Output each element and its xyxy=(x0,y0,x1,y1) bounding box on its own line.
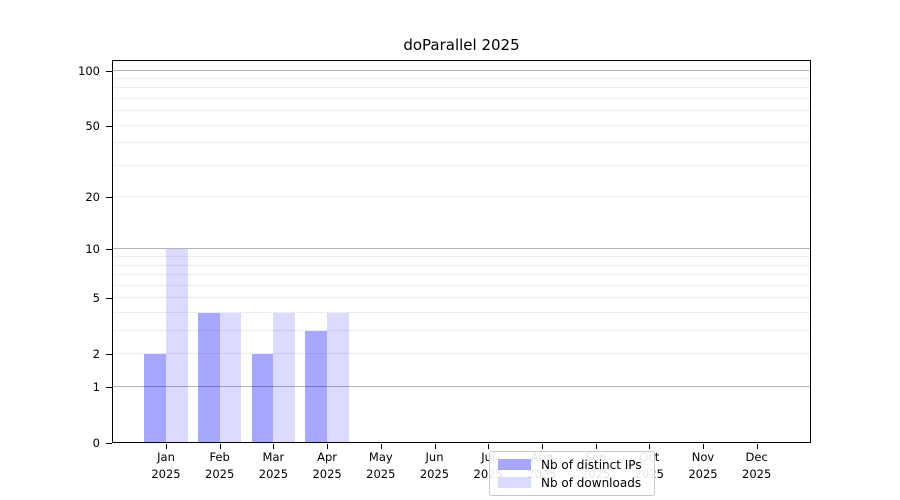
y-tick xyxy=(106,125,112,127)
y-tick-label: 2 xyxy=(92,347,100,362)
bar-jan-downloads xyxy=(166,249,188,443)
x-tick-label: Feb 2025 xyxy=(205,450,235,481)
gridline-minor xyxy=(112,312,811,314)
gridline-minor xyxy=(112,97,811,99)
x-tick xyxy=(541,444,543,449)
x-tick-label: May 2025 xyxy=(366,450,396,481)
y-tick-label: 10 xyxy=(85,242,100,257)
x-tick xyxy=(488,444,490,449)
y-tick xyxy=(106,298,112,300)
legend: Nb of distinct IPs Nb of downloads xyxy=(489,451,655,496)
x-tick-label: Jan 2025 xyxy=(151,450,181,481)
x-tick-label: Nov 2025 xyxy=(688,450,718,481)
gridline-minor xyxy=(112,196,811,198)
gridline-minor xyxy=(112,87,811,89)
y-tick-label: 50 xyxy=(85,118,100,133)
chart-title: doParallel 2025 xyxy=(403,36,520,54)
gridline-minor xyxy=(112,274,811,276)
bar-feb-downloads xyxy=(219,313,242,443)
plot-area: Nb of distinct IPs Nb of downloads xyxy=(112,60,811,496)
x-tick-label: Mar 2025 xyxy=(258,450,289,481)
bar-apr-distinct-ips xyxy=(305,331,328,443)
x-tick-label: Dec 2025 xyxy=(742,450,772,481)
x-tick xyxy=(219,444,221,449)
y-tick-label: 0 xyxy=(92,436,100,450)
legend-entry-distinct-ips: Nb of distinct IPs xyxy=(498,458,654,472)
y-tick-label: 1 xyxy=(92,380,100,395)
gridline-minor xyxy=(112,77,811,79)
y-tick xyxy=(106,354,112,356)
gridline-minor xyxy=(112,164,811,166)
y-tick xyxy=(106,249,112,251)
legend-label-downloads: Nb of downloads xyxy=(541,475,642,490)
x-tick xyxy=(434,444,436,449)
y-tick xyxy=(106,443,112,444)
legend-entry-downloads: Nb of downloads xyxy=(498,476,654,490)
gridline-minor xyxy=(112,124,811,126)
x-tick xyxy=(595,444,597,449)
gridline-major xyxy=(112,386,811,388)
gridline-minor xyxy=(112,264,811,266)
x-tick xyxy=(649,444,651,449)
x-tick-label: Jun 2025 xyxy=(419,450,450,481)
legend-swatch-distinct-ips xyxy=(498,459,531,470)
gridline-minor xyxy=(112,110,811,112)
bar-feb-distinct-ips xyxy=(197,313,220,443)
bar-mar-distinct-ips xyxy=(251,354,274,443)
bar-jan-distinct-ips xyxy=(144,354,166,443)
y-tick xyxy=(106,387,112,389)
x-tick xyxy=(756,444,758,449)
x-tick xyxy=(380,444,382,449)
y-tick-label: 20 xyxy=(85,190,100,205)
gridline-minor xyxy=(112,284,811,286)
gridline-minor xyxy=(112,297,811,299)
x-tick xyxy=(273,444,275,449)
bar-apr-downloads xyxy=(327,313,349,443)
x-tick xyxy=(703,444,704,449)
gridline-major xyxy=(112,69,811,71)
x-tick xyxy=(327,444,329,449)
y-tick xyxy=(106,197,112,199)
x-tick xyxy=(166,444,167,449)
y-tick-label: 5 xyxy=(92,291,100,306)
gridline-minor xyxy=(112,256,811,258)
gridline-minor xyxy=(112,142,811,144)
bar-mar-downloads xyxy=(273,313,296,443)
legend-label-distinct-ips: Nb of distinct IPs xyxy=(541,457,642,472)
y-tick xyxy=(106,70,112,72)
y-tick-label: 100 xyxy=(78,63,100,78)
legend-swatch-downloads xyxy=(498,477,531,488)
gridline-major xyxy=(112,248,811,250)
gridline-minor xyxy=(112,353,811,355)
x-tick-label: Apr 2025 xyxy=(312,450,342,481)
gridline-minor xyxy=(112,330,811,332)
